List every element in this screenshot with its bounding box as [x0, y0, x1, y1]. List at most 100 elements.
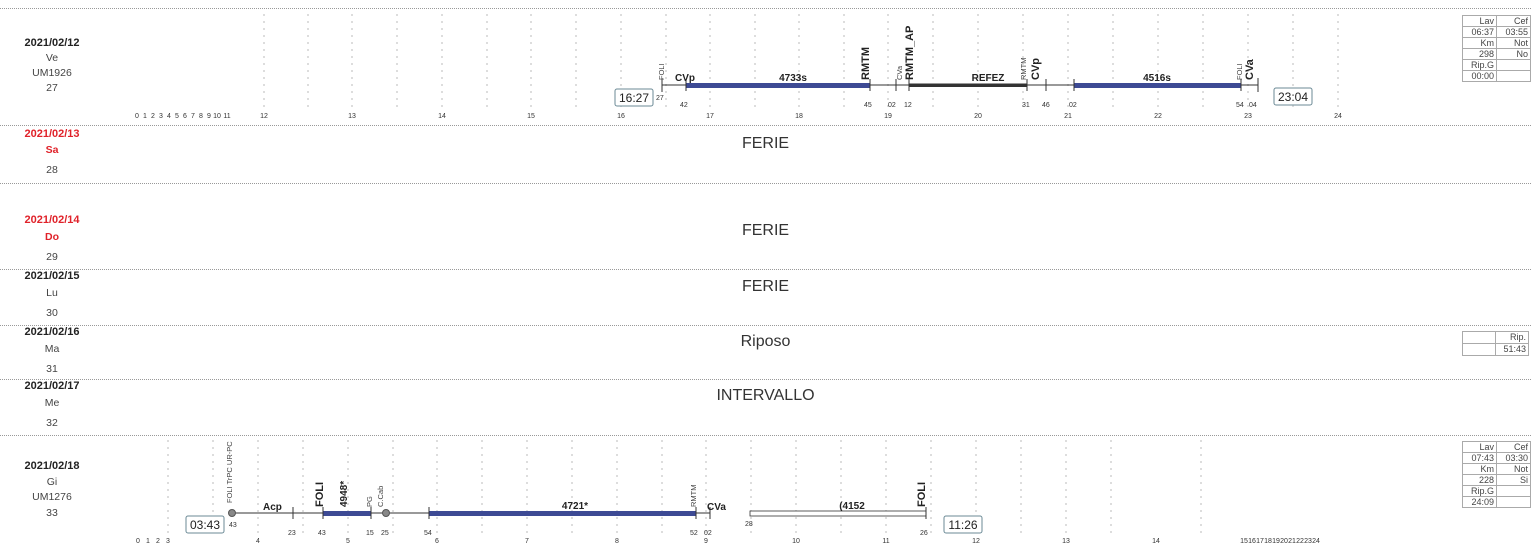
- day-week-number: 29: [46, 251, 58, 263]
- minute-label: 02: [1069, 102, 1077, 109]
- hour-tick-label: 0: [135, 113, 139, 120]
- day-row-20210213: 2021/02/13 Sa 28 FERIE: [0, 126, 1531, 184]
- hour-tick-label: 11: [882, 538, 889, 545]
- end-time-box: [943, 515, 983, 534]
- train-segment-4733s: [686, 83, 870, 88]
- hour-tick-label: 7: [525, 538, 529, 545]
- ripg-empty-2: [1496, 496, 1531, 508]
- day-date: 2021/02/15: [24, 270, 80, 282]
- rmtm-label: RMTM: [689, 485, 698, 508]
- timeline-hour-ticks-top: 0 1 2 3 4 5 6 7 8 9 10 11 12 13 14 15 16 17 18 19 20 21 22 23 24: [135, 113, 1342, 120]
- minute-label: 45: [864, 102, 872, 109]
- hour-tick-label: 6: [435, 538, 439, 545]
- minute-label: 23: [288, 530, 296, 537]
- ripg-empty-2: [1496, 70, 1531, 82]
- hour-tick-label: 16: [1248, 538, 1256, 545]
- day-weekday: Me: [44, 397, 60, 409]
- minute-label: 02: [888, 102, 896, 109]
- day-weekday: Lu: [46, 287, 58, 299]
- hour-tick-label: 21: [1288, 538, 1296, 545]
- cva-label-2: CVa: [1244, 58, 1256, 80]
- minute-label: 25: [381, 530, 389, 537]
- day-summary-table: Lav Cef 07:43 03:30 Km Not 228 Si Rip.G 24:0…: [1462, 441, 1531, 508]
- minute-label: 15: [366, 530, 374, 537]
- day-row-20210217: 2021/02/17 Me 32 INTERVALLO: [0, 380, 1531, 436]
- day-week-number: 28: [46, 164, 58, 176]
- day-date: 2021/02/18: [24, 460, 80, 472]
- day-weekday: Ve: [45, 52, 59, 64]
- hour-tick-label: 3: [166, 538, 170, 545]
- train-label-2: 4721*: [562, 501, 588, 512]
- hour-tick-label: 22: [1154, 113, 1162, 120]
- end-time: 23:04: [1278, 90, 1308, 104]
- hour-tick-label: 9: [704, 538, 708, 545]
- hour-tick-label: 5: [175, 113, 179, 120]
- event-markers: [292, 507, 927, 519]
- train-segment-4152-passive: [749, 510, 927, 517]
- rmtm-ap-label: RMTM_AP: [904, 26, 916, 80]
- day-weekday: Sa: [45, 144, 59, 156]
- train-label: 4948*: [339, 481, 350, 507]
- hour-tick-label: 18: [795, 113, 803, 120]
- day-label: 2021/02/14 Do 29: [0, 214, 104, 263]
- day-week-number: 30: [46, 307, 58, 319]
- hour-tick-label: 5: [346, 538, 350, 545]
- hour-tick-label: 14: [1152, 538, 1160, 545]
- minute-label: 52: [690, 530, 698, 537]
- cvp-label: CVp: [675, 73, 695, 84]
- hour-tick-label: 4: [167, 113, 171, 120]
- hour-tick-label: 10: [213, 113, 221, 120]
- day-status: Riposo: [740, 333, 791, 350]
- hour-tick-label: 19: [884, 113, 892, 120]
- day-summary-table: Lav Cef 06:37 03:55 Km Not 298 No Rip.G 00:0…: [1462, 15, 1531, 82]
- foli-label: FOLI: [657, 63, 666, 80]
- hour-tick-label: 17: [706, 113, 714, 120]
- day-code: UM1276: [32, 491, 72, 503]
- train-segment-4721: [429, 511, 696, 516]
- end-time-box: [1273, 87, 1313, 106]
- train-label: 4733s: [779, 73, 807, 84]
- hour-tick-label: 13: [348, 113, 356, 120]
- day-row-20210218: 2021/02/18 Gi UM1276 33 Lav Cef 07:43 03:3…: [0, 436, 1531, 547]
- timeline-grid: [167, 14, 1339, 538]
- refez-label: REFEZ: [972, 73, 1005, 84]
- timeline-hour-ticks-bottom: 0 1 2 3 4 5 6 7 8 9 10 11 12 13 14 15 16 17 18 19 20 21 22 23 24: [136, 538, 1320, 545]
- day-date: 2021/02/12: [24, 37, 80, 49]
- day-code: UM1926: [32, 67, 72, 79]
- day-status: FERIE: [741, 135, 790, 152]
- hour-tick-label: 2: [151, 113, 155, 120]
- foli-trpc-label: FOLI TrPC UR-PC: [225, 441, 234, 503]
- day-week-number: 31: [46, 363, 58, 375]
- hour-tick-label: 13: [1062, 538, 1070, 545]
- hour-tick-label: 20: [974, 113, 982, 120]
- hour-tick-label: 8: [615, 538, 619, 545]
- foli-label-2: FOLI: [916, 482, 928, 507]
- day-label: 2021/02/16 Ma 31: [0, 326, 104, 375]
- minute-label: 42: [680, 102, 688, 109]
- train-segment-4516s: [1074, 83, 1241, 88]
- day-status: INTERVALLO: [716, 387, 815, 404]
- train-label-2: 4516s: [1143, 73, 1171, 84]
- foli-label: FOLI: [314, 482, 326, 507]
- day-label: 2021/02/12 Ve UM1926 27: [0, 37, 104, 94]
- hour-tick-label: 18: [1264, 538, 1272, 545]
- cva-label: CVa: [707, 502, 726, 513]
- rip-table: Rip. 51:43: [1462, 331, 1529, 356]
- minute-label: 43: [229, 522, 237, 529]
- start-time: 03:43: [190, 518, 220, 532]
- hour-tick-label: 1: [146, 538, 150, 545]
- day-row-20210216: 2021/02/16 Ma 31 Riposo Rip. 51:43: [0, 326, 1531, 380]
- hour-tick-label: 20: [1280, 538, 1288, 545]
- cva-label: CVa: [895, 65, 904, 80]
- duty-shift-20210212: 16:27 FOLI CVp 4733s RMTM CVa RMTM_AP RE…: [614, 26, 1313, 109]
- hour-tick-label: 15: [1240, 538, 1248, 545]
- minute-label: 31: [1022, 102, 1030, 109]
- foli-label-2: FOLI: [1235, 63, 1244, 80]
- minute-label: 27: [656, 95, 664, 102]
- duty-shift-20210218: 03:43 FOLI TrPC UR-PC Acp FOLI 4948* PG …: [185, 441, 983, 537]
- day-row-20210215: 2021/02/15 Lu 30 FERIE: [0, 270, 1531, 326]
- day-weekday: Gi: [46, 476, 58, 488]
- day-label: 2021/02/17 Me 32: [0, 380, 104, 429]
- minute-label: 12: [904, 102, 912, 109]
